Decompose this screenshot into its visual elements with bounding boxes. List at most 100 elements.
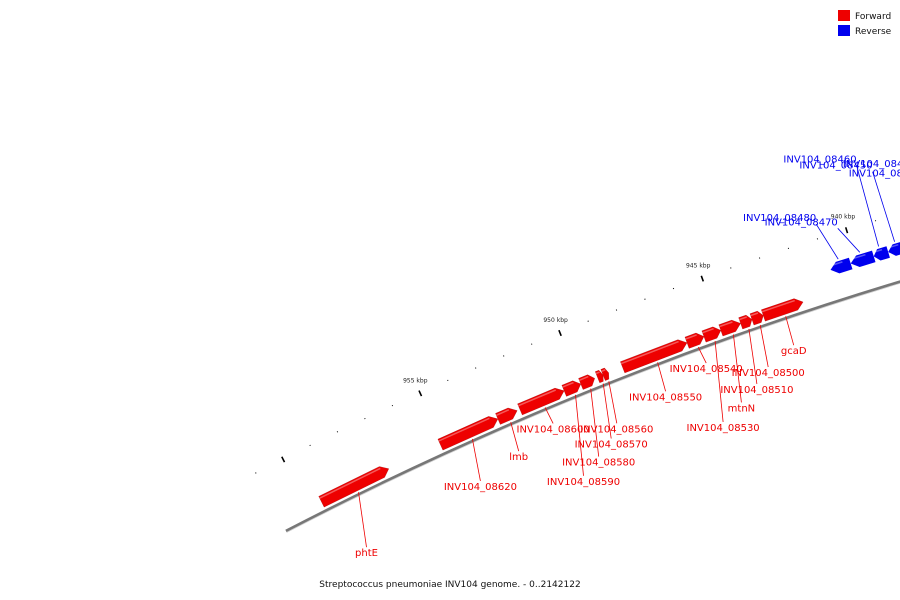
gene-label-inv104-08480[interactable]: INV104_08480 [743, 213, 816, 224]
gene-phte[interactable] [318, 466, 389, 508]
gene-label-inv104-08570[interactable]: INV104_08570 [575, 440, 648, 451]
gene-lmb[interactable] [495, 407, 518, 425]
major-tick [281, 456, 286, 463]
scale-ticks: 900 kbp905 kbp910 kbp915 kbp920 kbp925 k… [255, 214, 877, 474]
gene-inv104-08600[interactable] [517, 387, 565, 416]
label-leader-inv104-08450 [872, 171, 895, 242]
gene-bevel [829, 261, 843, 267]
gene-label-lmb[interactable]: lmb [509, 452, 528, 463]
gene-inv104-08530[interactable] [701, 326, 722, 343]
gene-bevel [761, 299, 795, 313]
gene-label-inv104-08430[interactable]: INV104_08430 [843, 159, 900, 170]
gene-label-inv104-08540[interactable]: INV104_08540 [670, 364, 743, 375]
major-tick [844, 227, 849, 234]
label-leader-inv104-08550 [657, 362, 666, 392]
legend-swatch-reverse [838, 25, 850, 36]
gene-inv104-08470[interactable] [850, 250, 876, 267]
label-leader-inv104-08540 [697, 346, 707, 364]
gene-label-inv104-08510[interactable]: INV104_08510 [720, 385, 793, 396]
gene-label-inv104-08550[interactable]: INV104_08550 [629, 392, 702, 403]
label-leader-inv104-08530 [714, 340, 724, 423]
gene-inv104-08620[interactable] [437, 416, 499, 451]
gene-label-inv104-08560[interactable]: INV104_08560 [580, 424, 653, 435]
gene-inv104-08590[interactable] [561, 380, 582, 397]
gene-bevel [849, 253, 866, 261]
gene-bevel [750, 312, 759, 317]
tick-label-950: 950 kbp [543, 317, 568, 324]
gene-label-inv104-08600[interactable]: INV104_08600 [517, 424, 590, 435]
label-leader-inv104-08620 [472, 438, 481, 481]
gene-label-inv104-08590[interactable]: INV104_08590 [547, 477, 620, 488]
tick-label-945: 945 kbp [686, 262, 711, 269]
major-tick [700, 275, 705, 282]
gene-bevel [319, 467, 381, 499]
gene-bevel [872, 248, 883, 254]
label-leader-inv104-08570 [602, 383, 612, 439]
major-tick [418, 390, 423, 397]
legend-swatch-forward [838, 10, 850, 21]
gene-labels: INV104_08130rrfINV104_08120INV104_08140I… [355, 155, 900, 560]
gene-inv104-08480[interactable] [830, 257, 853, 274]
legend-label-forward: Forward [855, 12, 891, 22]
gene-label-inv104-08470[interactable]: INV104_08470 [765, 217, 838, 228]
gene-mtnn[interactable] [718, 319, 741, 337]
label-leader-inv104-08580 [590, 388, 600, 457]
genome-caption: Streptococcus pneumoniae INV104 genome. … [319, 580, 580, 590]
gene-label-inv104-08420[interactable]: INV104_08420 [849, 168, 900, 179]
label-leader-gcad [785, 316, 795, 346]
gene-bevel [886, 243, 899, 249]
gene-inv104-08460[interactable] [873, 246, 890, 261]
label-leader-inv104-08510 [748, 328, 758, 384]
gene-features [318, 241, 900, 508]
tick-label-955: 955 kbp [403, 377, 428, 384]
label-leader-inv104-08560 [608, 381, 618, 424]
gene-label-inv104-08530[interactable]: INV104_08530 [687, 423, 760, 434]
gene-inv104-08510[interactable] [738, 314, 753, 330]
label-leader-mtnn [733, 334, 742, 403]
label-leader-inv104-08600 [544, 407, 554, 424]
backbone [285, 280, 900, 533]
legend-label-reverse: Reverse [855, 27, 892, 37]
gene-label-mtnn[interactable]: mtnN [728, 403, 755, 414]
gene-inv104-08560[interactable] [600, 367, 610, 381]
gene-label-inv104-08450[interactable]: INV104_08450 [799, 161, 872, 172]
label-leader-inv104-08590 [575, 394, 584, 476]
gene-bevel [518, 389, 556, 407]
gene-label-inv104-08580[interactable]: INV104_08580 [562, 458, 635, 469]
gene-bevel [739, 316, 747, 321]
gene-bevel [595, 371, 600, 375]
gene-inv104-08540[interactable] [684, 332, 705, 349]
tick-label-940: 940 kbp [831, 214, 856, 221]
gene-label-gcad[interactable]: gcaD [781, 346, 807, 357]
major-tick [558, 329, 562, 337]
gene-inv104-08500[interactable] [749, 310, 764, 326]
gene-bevel [620, 340, 679, 365]
genome-backbone [285, 280, 900, 533]
label-leader-inv104-08470 [837, 228, 861, 253]
gene-inv104-08580[interactable] [578, 374, 595, 390]
gene-inv104-08450[interactable] [888, 241, 900, 256]
gene-bevel [562, 381, 574, 388]
label-leader-lmb [510, 421, 520, 452]
gene-bevel [495, 409, 510, 416]
gene-bevel [438, 417, 490, 442]
gene-inv104-08570[interactable] [595, 370, 604, 383]
gene-bevel [685, 334, 697, 340]
genome-backbone-highlight [286, 283, 900, 533]
label-leader-inv104-08480 [815, 223, 839, 260]
gene-label-inv104-08500[interactable]: INV104_08500 [732, 368, 805, 379]
gene-bevel [702, 327, 714, 334]
gene-bevel [601, 369, 606, 372]
gene-label-inv104-08620[interactable]: INV104_08620 [444, 482, 517, 493]
label-leader-inv104-08460 [856, 165, 879, 247]
gene-inv104-08550[interactable] [620, 339, 688, 374]
gene-bevel [719, 321, 733, 328]
label-leader-inv104-08500 [759, 324, 769, 368]
gene-label-inv104-08460[interactable]: INV104_08460 [783, 155, 856, 166]
legend: Forward Reverse [838, 10, 892, 37]
label-leader-phte [358, 492, 367, 548]
gene-label-phte[interactable]: phtE [355, 548, 378, 559]
gene-bevel [579, 375, 589, 381]
gene-gcad[interactable] [761, 298, 804, 322]
